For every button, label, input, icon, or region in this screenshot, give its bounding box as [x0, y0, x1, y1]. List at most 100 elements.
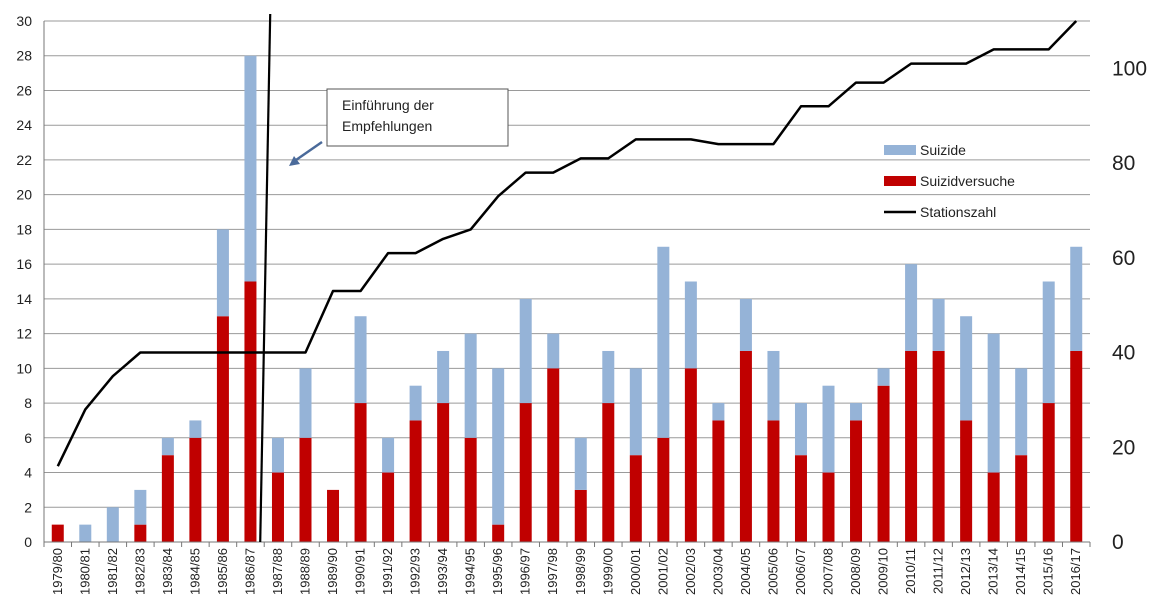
bar-suizide — [354, 316, 367, 404]
left-tick-label: 10 — [16, 360, 32, 376]
x-tick-label: 2005/06 — [765, 548, 780, 595]
x-tick-label: 1992/93 — [408, 548, 423, 595]
bar-suizide — [79, 524, 92, 542]
left-tick-label: 22 — [16, 152, 32, 168]
x-tick-label: 2009/10 — [876, 548, 891, 595]
bar-suizide — [464, 333, 477, 438]
annotation-arrow — [289, 140, 323, 166]
x-tick-label: 1987/88 — [270, 548, 285, 595]
bar-suizide — [437, 350, 450, 404]
x-tick-label: 1998/99 — [573, 548, 588, 595]
bar-suizidversuche — [850, 420, 863, 542]
right-tick-label: 60 — [1112, 247, 1135, 270]
bar-suizide — [960, 316, 973, 421]
bar-suizide — [629, 368, 642, 456]
x-tick-label: 2000/01 — [628, 548, 643, 595]
x-tick-label: 2006/07 — [793, 548, 808, 595]
bar-suizide — [299, 368, 312, 438]
bar-suizide — [134, 489, 147, 525]
x-tick-label: 2011/12 — [931, 548, 946, 594]
x-tick-label: 1984/85 — [187, 548, 202, 595]
bar-suizidversuche — [712, 420, 725, 542]
x-tick-label: 1995/96 — [490, 548, 505, 595]
bar-suizide — [739, 298, 752, 351]
bar-suizide — [409, 385, 422, 421]
bar-suizide — [767, 350, 780, 421]
bar-suizidversuche — [189, 437, 202, 542]
bar-suizide — [822, 385, 835, 473]
x-tick-label: 2013/14 — [986, 548, 1001, 595]
bar-suizide — [712, 403, 725, 421]
x-tick-label: 1996/97 — [518, 548, 533, 595]
bar-suizide — [850, 403, 863, 421]
bar-suizide — [106, 507, 119, 542]
bar-suizide — [932, 298, 945, 351]
bar-suizidversuche — [602, 403, 615, 542]
bar-suizide — [382, 437, 395, 473]
bar-suizidversuche — [767, 420, 780, 542]
bar-suizide — [189, 420, 202, 438]
x-tick-label: 2010/11 — [903, 548, 918, 594]
bar-suizide — [271, 437, 284, 473]
legend-label-suizidversuche: Suizidversuche — [920, 173, 1015, 189]
x-tick-label: 1986/87 — [242, 548, 257, 595]
bar-suizide — [987, 333, 1000, 473]
right-tick-label: 100 — [1112, 57, 1147, 80]
bar-suizide — [492, 368, 505, 525]
legend-swatch-suizide — [884, 145, 916, 155]
x-tick-label: 2003/04 — [710, 548, 725, 595]
x-tick-label: 2016/17 — [1068, 548, 1083, 595]
left-tick-label: 26 — [16, 82, 32, 98]
x-tick-label: 1988/89 — [298, 548, 313, 595]
x-tick-label: 2014/15 — [1013, 548, 1028, 595]
bar-suizidversuche — [739, 350, 752, 542]
bar-suizidversuche — [877, 385, 890, 542]
bar-suizide — [244, 55, 257, 282]
bar-suizidversuche — [574, 489, 587, 542]
x-tick-label: 1981/82 — [105, 548, 120, 595]
bar-suizidversuche — [51, 524, 64, 542]
bar-suizide — [216, 229, 229, 317]
bar-suizidversuche — [216, 316, 229, 542]
x-tick-label: 1994/95 — [463, 548, 478, 595]
x-tick-label: 1997/98 — [545, 548, 560, 595]
legend-label-stationszahl: Stationszahl — [920, 204, 996, 220]
bar-suizidversuche — [244, 281, 257, 542]
x-tick-label: 2012/13 — [958, 548, 973, 595]
left-tick-label: 0 — [24, 534, 32, 550]
x-tick-label: 2004/05 — [738, 548, 753, 595]
left-tick-label: 16 — [16, 256, 32, 272]
bar-suizide — [684, 281, 697, 369]
introduction-marker-line — [259, 13, 272, 543]
right-tick-label: 20 — [1112, 436, 1135, 459]
x-tick-label: 1999/00 — [600, 548, 615, 595]
bar-suizidversuche — [437, 403, 450, 542]
x-tick-label: 2015/16 — [1041, 548, 1056, 595]
bar-suizidversuche — [794, 455, 807, 542]
bar-suizidversuche — [161, 455, 174, 542]
bar-suizidversuche — [547, 368, 560, 542]
x-tick-label: 1989/90 — [325, 548, 340, 595]
bar-suizide — [1070, 246, 1083, 351]
right-tick-label: 80 — [1112, 152, 1135, 175]
bar-suizidversuche — [327, 489, 340, 542]
bar-suizidversuche — [134, 524, 147, 542]
legend: Suizide Suizidversuche Stationszahl — [884, 142, 1015, 220]
bar-suizide — [794, 403, 807, 456]
left-tick-label: 30 — [16, 13, 32, 29]
marker-layer: Einführung der Empfehlungen — [259, 13, 509, 543]
left-tick-label: 4 — [24, 465, 32, 481]
bar-suizidversuche — [1042, 403, 1055, 542]
bar-suizide — [161, 437, 174, 456]
x-tick-label: 1979/80 — [50, 548, 65, 595]
series-line-stationszahl — [56, 20, 1078, 467]
x-tick-label: 2002/03 — [683, 548, 698, 595]
bar-suizidversuche — [519, 403, 532, 542]
bar-suizide — [657, 246, 670, 438]
left-tick-label: 12 — [16, 326, 32, 342]
x-tick-label: 1983/84 — [160, 548, 175, 595]
right-axis-ticks: 0 20 40 60 80 100 — [1112, 57, 1147, 554]
bar-suizidversuche — [905, 350, 918, 542]
axes — [43, 21, 1091, 547]
x-axis-ticks: 1979/80 1980/81 1981/82 1982/83 1983/84 1984/… — [50, 548, 1083, 595]
